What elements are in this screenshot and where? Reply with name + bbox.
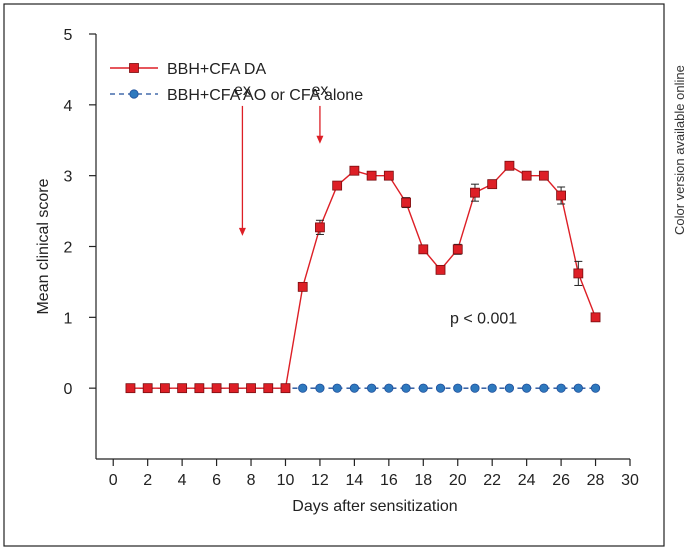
data-point-bbh-cfa-ao <box>367 383 377 393</box>
legend: BBH+CFA DA BBH+CFA AO or CFA alone <box>110 61 363 104</box>
data-point-bbh-cfa-da <box>452 244 463 255</box>
data-point-bbh-cfa-ao <box>332 383 342 393</box>
data-point-bbh-cfa-da <box>401 197 411 208</box>
annotation-ex-label: ex <box>234 82 251 99</box>
data-point-bbh-cfa-ao <box>487 383 497 393</box>
annotation-arrow-head <box>238 227 246 236</box>
x-tick-label: 0 <box>109 472 118 489</box>
data-point-bbh-cfa-da <box>573 268 584 279</box>
data-point-bbh-cfa-ao <box>556 383 566 393</box>
data-point-bbh-cfa-da <box>177 383 188 394</box>
data-point-bbh-cfa-ao <box>298 383 308 393</box>
legend-marker-bbh-cfa-ao <box>129 89 139 99</box>
data-point-bbh-cfa-da <box>297 281 308 292</box>
y-tick-label: 2 <box>64 240 73 257</box>
data-point-bbh-cfa-da <box>470 187 480 198</box>
data-point-bbh-cfa-da <box>418 244 429 255</box>
data-point-bbh-cfa-da <box>125 383 136 394</box>
x-tick-label: 30 <box>621 472 639 489</box>
x-tick-label: 2 <box>143 472 152 489</box>
data-point-bbh-cfa-da <box>194 383 205 394</box>
data-point-bbh-cfa-da <box>556 190 566 201</box>
data-point-bbh-cfa-ao <box>384 383 394 393</box>
data-point-bbh-cfa-da <box>280 383 291 394</box>
legend-label-bbh-cfa-ao: BBH+CFA AO or CFA alone <box>167 87 363 104</box>
data-point-bbh-cfa-da <box>383 170 394 181</box>
data-point-bbh-cfa-da <box>263 383 274 394</box>
data-point-bbh-cfa-da <box>211 383 222 394</box>
data-point-bbh-cfa-da <box>332 180 343 191</box>
x-tick-label: 18 <box>414 472 432 489</box>
data-point-bbh-cfa-ao <box>590 383 601 393</box>
data-point-bbh-cfa-ao <box>315 383 325 393</box>
y-tick-label: 3 <box>64 169 73 186</box>
p-value-annotation: p < 0.001 <box>450 310 517 327</box>
x-tick-label: 8 <box>247 472 256 489</box>
data-point-bbh-cfa-ao <box>435 383 446 393</box>
legend-label-bbh-cfa-da: BBH+CFA DA <box>167 61 266 78</box>
data-point-bbh-cfa-ao <box>504 383 515 393</box>
x-tick-label: 6 <box>212 472 221 489</box>
data-point-bbh-cfa-da <box>521 170 532 181</box>
x-tick-label: 24 <box>518 472 536 489</box>
data-point-bbh-cfa-da <box>142 383 153 394</box>
x-tick-label: 10 <box>277 472 295 489</box>
y-tick-label: 1 <box>64 310 73 327</box>
y-tick-label: 0 <box>64 381 73 398</box>
series-layer <box>125 160 601 394</box>
data-point-bbh-cfa-da <box>366 170 377 181</box>
data-point-bbh-cfa-ao <box>573 383 583 393</box>
x-tick-label: 4 <box>178 472 187 489</box>
y-tick-label: 4 <box>64 98 73 115</box>
x-axis-label: Days after sensitization <box>292 498 457 515</box>
data-point-bbh-cfa-ao <box>539 383 549 393</box>
legend-marker-bbh-cfa-da <box>129 63 139 73</box>
x-tick-label: 26 <box>552 472 570 489</box>
data-point-bbh-cfa-ao <box>522 383 532 393</box>
data-point-bbh-cfa-da <box>487 179 498 190</box>
color-version-note: Color version available online <box>672 65 687 235</box>
annotation-ex-label: ex <box>311 82 328 99</box>
annotations: ex ex p < 0.001 <box>234 82 517 327</box>
x-tick-label: 20 <box>449 472 467 489</box>
data-point-bbh-cfa-da <box>246 383 256 394</box>
x-tick-label: 22 <box>483 472 501 489</box>
x-tick-label: 14 <box>345 472 363 489</box>
x-tick-label: 28 <box>587 472 605 489</box>
data-point-bbh-cfa-ao <box>349 383 359 393</box>
data-point-bbh-cfa-ao <box>401 383 411 393</box>
data-point-bbh-cfa-da <box>315 222 325 233</box>
annotation-arrow-head <box>316 135 324 144</box>
data-point-bbh-cfa-da <box>590 312 601 323</box>
x-tick-label: 12 <box>311 472 329 489</box>
data-point-bbh-cfa-da <box>435 264 446 275</box>
y-tick-label: 5 <box>64 27 73 44</box>
data-point-bbh-cfa-ao <box>418 383 428 393</box>
y-axis-label: Mean clinical score <box>35 178 52 314</box>
data-point-bbh-cfa-ao <box>470 383 480 393</box>
series-line-bbh-cfa-da <box>130 164 597 389</box>
data-point-bbh-cfa-da <box>160 383 170 394</box>
data-point-bbh-cfa-da <box>228 383 239 394</box>
data-point-bbh-cfa-ao <box>453 383 463 393</box>
data-point-bbh-cfa-da <box>504 160 515 171</box>
data-point-bbh-cfa-da <box>349 165 360 176</box>
outer-border <box>3 3 665 547</box>
data-point-bbh-cfa-da <box>538 170 549 181</box>
x-tick-label: 16 <box>380 472 398 489</box>
